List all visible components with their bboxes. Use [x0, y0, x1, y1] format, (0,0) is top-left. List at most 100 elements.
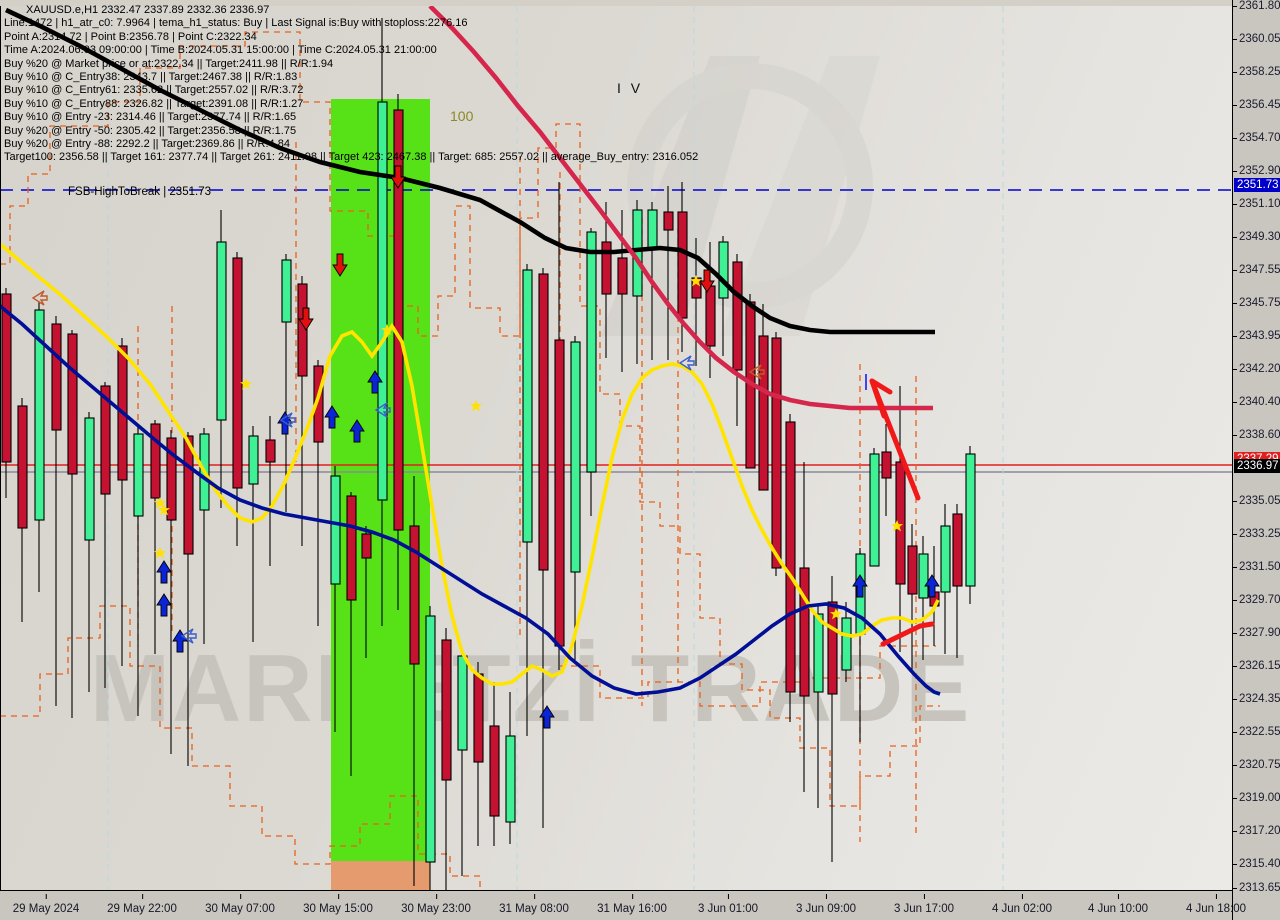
candle[interactable]	[51, 316, 62, 706]
candlesticks-layer[interactable]	[0, 6, 1232, 890]
time-tick: 29 May 2024	[13, 894, 79, 915]
time-tick-mark	[727, 894, 729, 899]
sell-signal-arrow[interactable]	[298, 307, 314, 331]
price-tick-mark	[1233, 831, 1237, 832]
manual-drawings-layer[interactable]	[0, 6, 1232, 890]
candle[interactable]	[330, 466, 341, 732]
time-tick: 3 Jun 01:00	[698, 894, 758, 915]
candle[interactable]	[34, 302, 45, 592]
candle[interactable]	[100, 382, 111, 688]
candle[interactable]	[216, 210, 227, 508]
candle[interactable]	[965, 446, 976, 604]
buy-signal-arrow[interactable]	[172, 629, 188, 653]
chart-plot-area[interactable]: MARKETZİ TRADE	[0, 6, 1232, 890]
candle[interactable]	[1, 288, 12, 498]
buy-signal-arrow[interactable]	[349, 419, 365, 443]
buy-signal-arrow[interactable]	[924, 574, 940, 598]
fractal-upper-band	[0, 31, 940, 807]
candle[interactable]	[799, 462, 810, 792]
time-tick-mark	[142, 894, 143, 899]
candle[interactable]	[248, 426, 259, 642]
price-tick: 2361.80	[1233, 0, 1280, 13]
signal-markers-layer[interactable]	[0, 6, 1232, 890]
candle[interactable]	[522, 264, 533, 736]
pattern-star	[154, 547, 166, 559]
price-tick: 2320.75	[1233, 759, 1280, 772]
candle[interactable]	[601, 202, 612, 358]
price-tick: 2333.25	[1233, 528, 1280, 541]
sell-signal-arrow[interactable]	[390, 165, 406, 189]
sell-signal-arrow[interactable]	[332, 253, 348, 277]
candle[interactable]	[718, 236, 729, 356]
sell-signal-arrow[interactable]	[699, 269, 715, 293]
candle[interactable]	[881, 424, 892, 516]
candle[interactable]	[663, 186, 674, 360]
time-tick-mark	[825, 894, 827, 899]
candle[interactable]	[17, 398, 28, 622]
price-tick-mark	[1233, 105, 1237, 106]
time-axis[interactable]: 29 May 2024 29 May 22:00 30 May 07:00 30 Ma…	[0, 890, 1246, 920]
price-axis[interactable]: 2361.80 2360.05 2358.25 2356.45 2354.70 2352.…	[1232, 0, 1280, 920]
candle[interactable]	[952, 504, 963, 658]
pattern-star	[891, 520, 903, 532]
candle[interactable]	[84, 412, 95, 692]
candle[interactable]	[409, 476, 420, 886]
price-tick: 2352.90	[1233, 165, 1280, 178]
candle[interactable]	[570, 336, 581, 660]
candle[interactable]	[183, 432, 194, 766]
candle[interactable]	[166, 430, 177, 754]
buy-signal-arrow[interactable]	[852, 574, 868, 598]
buy-signal-arrow[interactable]	[324, 405, 340, 429]
candle[interactable]	[785, 414, 796, 722]
price-tick-mark	[1233, 237, 1237, 238]
price-tick: 2338.60	[1233, 429, 1280, 442]
price-tick: 2354.70	[1233, 132, 1280, 145]
candle[interactable]	[940, 504, 951, 654]
price-tick-mark	[1233, 699, 1237, 700]
candle[interactable]	[827, 576, 838, 862]
candle[interactable]	[813, 606, 824, 808]
candle[interactable]	[489, 682, 500, 846]
price-tick-label: 2324.35	[1239, 693, 1280, 705]
candle[interactable]	[346, 492, 357, 776]
candle[interactable]	[425, 606, 436, 890]
candle[interactable]	[918, 536, 929, 660]
candle[interactable]	[265, 416, 276, 566]
price-tick: 2340.40	[1233, 396, 1280, 409]
candle[interactable]	[907, 524, 918, 670]
price-tick-label: 2360.05	[1239, 33, 1280, 45]
candle[interactable]	[841, 602, 852, 682]
candle[interactable]	[505, 692, 516, 844]
price-tick: 2329.70	[1233, 594, 1280, 607]
time-tick-mark	[436, 894, 437, 899]
price-tick-mark	[1233, 336, 1237, 337]
time-tick-label: 3 Jun 09:00	[795, 903, 857, 915]
price-tick-mark	[1233, 888, 1237, 889]
candle[interactable]	[771, 332, 782, 576]
price-tick: 2360.05	[1233, 33, 1280, 46]
buy-signal-arrow[interactable]	[156, 593, 172, 617]
candle[interactable]	[361, 526, 372, 658]
candle[interactable]	[586, 228, 597, 516]
ma-black-line	[5, 7, 935, 335]
candle[interactable]	[758, 304, 769, 491]
price-tick-label: 2356.45	[1239, 99, 1280, 111]
drawn-arrow-head[interactable]	[869, 378, 893, 419]
ma-yellow-line	[0, 242, 940, 686]
buy-signal-arrow[interactable]	[156, 560, 172, 584]
candle[interactable]	[538, 268, 549, 828]
candle[interactable]	[732, 254, 743, 426]
buy-signal-arrow[interactable]	[367, 370, 383, 394]
drawn-up-trend-line[interactable]	[880, 621, 935, 647]
candle[interactable]	[377, 18, 388, 626]
candle[interactable]	[133, 426, 144, 716]
candle[interactable]	[281, 254, 292, 512]
candle[interactable]	[150, 420, 161, 654]
buy-signal-arrow[interactable]	[539, 705, 555, 729]
price-tick-mark	[1233, 171, 1237, 172]
candle[interactable]	[869, 448, 880, 567]
price-tick: 2349.30	[1233, 231, 1280, 244]
candle[interactable]	[67, 330, 78, 718]
candle[interactable]	[441, 628, 452, 890]
